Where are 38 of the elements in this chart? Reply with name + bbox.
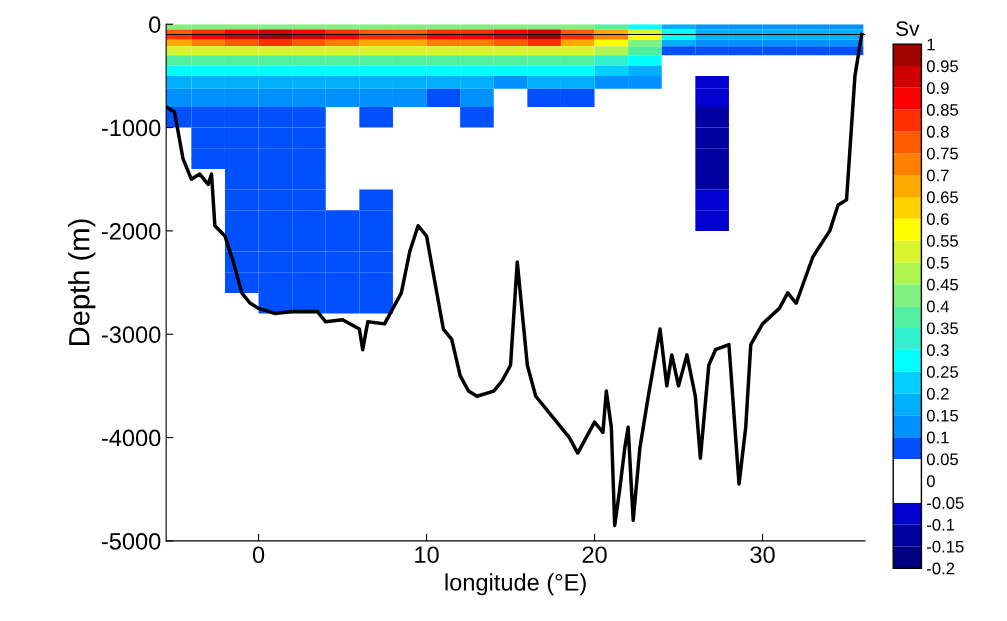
x-tick-label: 30 xyxy=(750,546,775,564)
color-bar-label: 0.6 xyxy=(926,213,949,225)
color-bar-label: 0.35 xyxy=(926,322,959,335)
x-tick-label: 0 xyxy=(252,546,265,564)
color-bar-label: 1 xyxy=(927,38,935,51)
color-bar-label: 0.55 xyxy=(926,235,959,247)
color-bar-label: -0.1 xyxy=(927,518,955,531)
y-tick-label: -2000 xyxy=(101,222,161,240)
color-bar-label: 0.4 xyxy=(926,300,949,313)
x-tick-label: 20 xyxy=(582,546,607,564)
color-bar-label: 0.15 xyxy=(926,409,959,422)
color-bar-label: -0.2 xyxy=(927,562,955,575)
color-bar-label: 0 xyxy=(926,475,935,488)
color-bar-label: 0.3 xyxy=(926,344,949,357)
y-tick-label: 0 xyxy=(149,16,161,34)
color-bar-label: 0.75 xyxy=(926,147,959,160)
y-axis-title: Depth (m) xyxy=(68,219,96,345)
y-tick-label: -3000 xyxy=(101,326,161,344)
x-tick-label: 10 xyxy=(415,546,439,564)
color-bar-label: 0.7 xyxy=(926,169,949,182)
color-bar-label: 0.95 xyxy=(926,60,959,73)
color-bar-label: 0.25 xyxy=(926,366,959,378)
color-bar-label: 0.9 xyxy=(926,82,949,94)
color-bar-label: -0.15 xyxy=(927,540,964,553)
color-bar-label: -0.05 xyxy=(927,497,964,509)
color-bar-label: 0.2 xyxy=(926,387,949,400)
color-bar-label: 0.1 xyxy=(926,431,949,444)
color-bar-label: 0.45 xyxy=(926,278,959,291)
y-tick-label: -4000 xyxy=(101,429,161,447)
y-tick-label: -5000 xyxy=(101,532,161,550)
x-axis-title: longitude (°E) xyxy=(445,573,586,596)
color-bar-label: 0.5 xyxy=(926,256,949,269)
color-bar-label: 0.65 xyxy=(926,191,959,204)
color-bar-title: Sv xyxy=(896,21,920,36)
color-bar-label: 0.8 xyxy=(926,125,949,138)
y-tick-label: -1000 xyxy=(101,119,161,137)
color-bar-label: 0.05 xyxy=(926,453,959,466)
color-bar-label: 0.85 xyxy=(926,104,959,116)
